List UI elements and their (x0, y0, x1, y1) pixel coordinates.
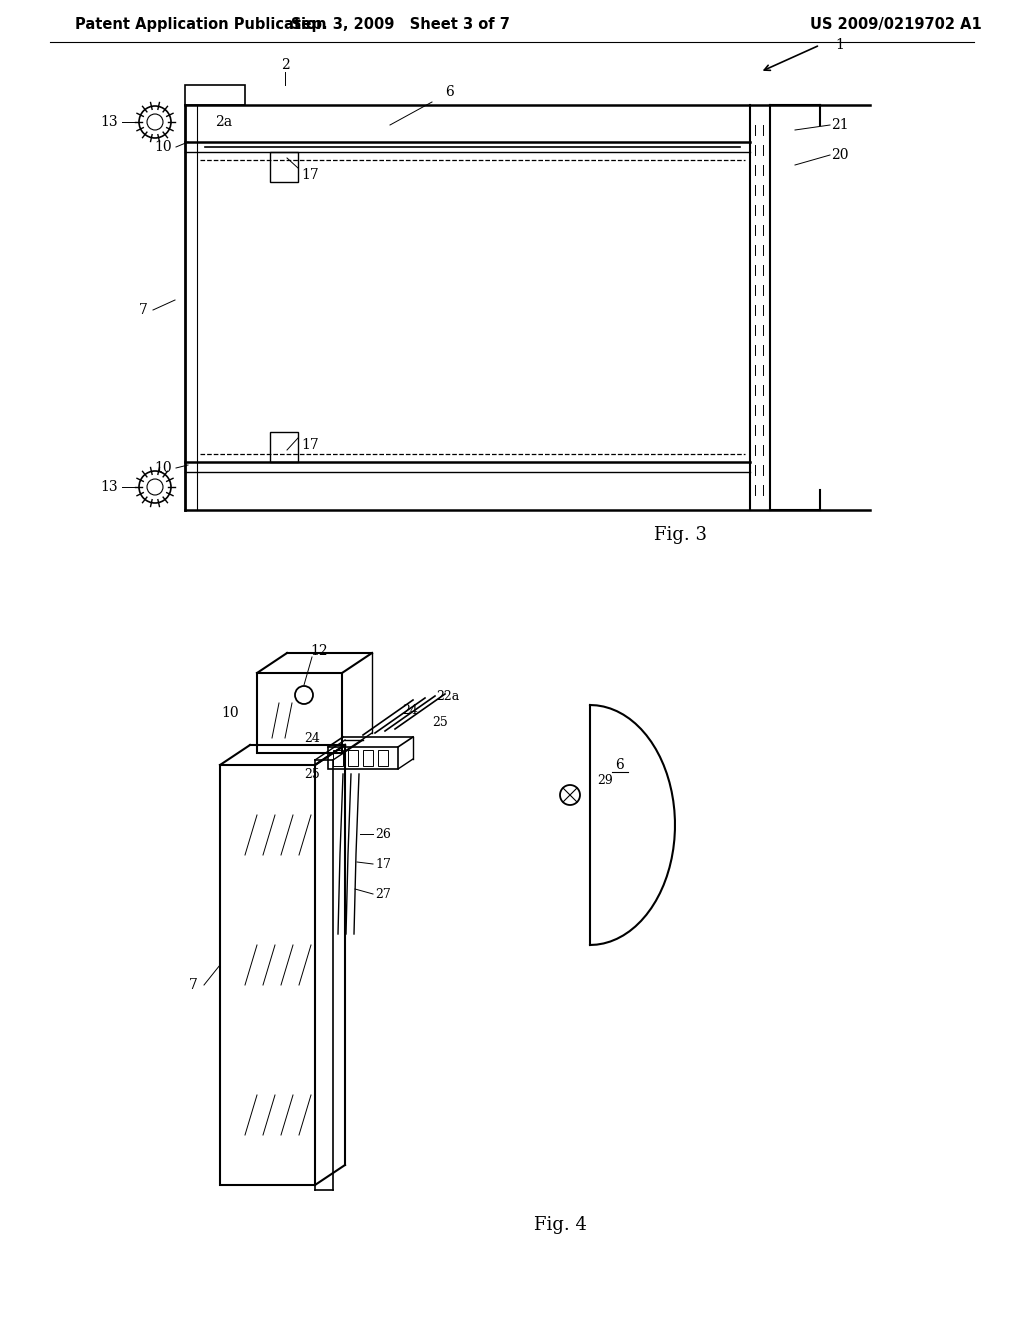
Bar (270, 432, 298, 462)
Text: 24: 24 (402, 704, 418, 717)
Text: 10: 10 (221, 706, 239, 719)
Text: 17: 17 (301, 438, 318, 451)
Bar (333, 750, 343, 766)
Bar (328, 747, 398, 770)
Text: 25: 25 (432, 717, 447, 730)
Text: 27: 27 (375, 887, 391, 900)
Text: 26: 26 (375, 828, 391, 841)
Text: 17: 17 (375, 858, 391, 870)
Text: Fig. 4: Fig. 4 (534, 1216, 587, 1234)
Text: Fig. 3: Fig. 3 (653, 525, 707, 544)
Text: 21: 21 (831, 117, 849, 132)
Text: 2a: 2a (215, 115, 232, 129)
Text: 10: 10 (155, 140, 172, 154)
Text: 13: 13 (100, 115, 118, 129)
Bar (185, 84, 245, 106)
Text: 17: 17 (301, 168, 318, 182)
Text: US 2009/0219702 A1: US 2009/0219702 A1 (810, 17, 982, 33)
Bar (378, 750, 388, 766)
Text: 24: 24 (304, 733, 319, 746)
Text: 20: 20 (831, 148, 849, 162)
Bar (348, 750, 358, 766)
Text: 6: 6 (445, 84, 455, 99)
Text: 1: 1 (836, 38, 845, 51)
Text: 12: 12 (310, 644, 328, 657)
Text: 29: 29 (597, 774, 613, 787)
Bar (270, 152, 298, 182)
Text: 25: 25 (304, 767, 319, 780)
Text: Sep. 3, 2009   Sheet 3 of 7: Sep. 3, 2009 Sheet 3 of 7 (291, 17, 509, 33)
Bar (220, 766, 315, 1185)
Text: 7: 7 (139, 304, 148, 317)
Text: 7: 7 (189, 978, 198, 993)
Text: 22a: 22a (436, 690, 460, 704)
Bar (362, 750, 373, 766)
Text: 6: 6 (615, 758, 625, 772)
Text: 13: 13 (100, 480, 118, 494)
Text: 10: 10 (155, 461, 172, 475)
Bar (257, 673, 342, 752)
Text: 2: 2 (281, 58, 290, 73)
Text: Patent Application Publication: Patent Application Publication (75, 17, 327, 33)
